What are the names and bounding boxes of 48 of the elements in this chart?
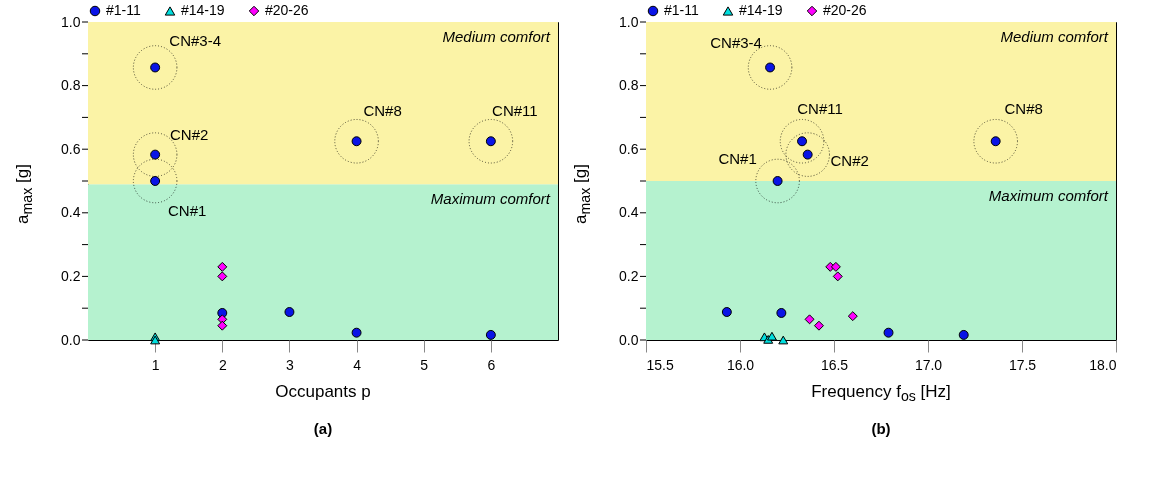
x-tick-label: 2 — [218, 356, 227, 373]
annotation: CN#2 — [169, 125, 209, 143]
legend-label: #1-11 — [106, 2, 141, 18]
x-tick-label: 16.0 — [726, 356, 755, 373]
y-tick-label: 0.4 — [61, 204, 81, 221]
y-tick-label: 0.0 — [619, 331, 639, 348]
y-tick-label: 1.0 — [619, 13, 639, 30]
y-tick-label: 0.6 — [61, 140, 81, 157]
text: (b) — [871, 420, 891, 437]
x-tick-label: 5 — [420, 356, 429, 373]
y-tick-label: 0.8 — [61, 77, 81, 94]
band-label: Medium comfort — [442, 28, 551, 45]
annotation: CN#8 — [1004, 100, 1043, 118]
legend-label: #14-19 — [739, 2, 783, 18]
x-axis-title: Occupants p — [275, 382, 371, 402]
y-tick-label: 0.2 — [619, 267, 639, 284]
y-tick-label: 0.0 — [61, 331, 81, 348]
y-tick-label: 0.4 — [619, 204, 639, 221]
band-label: Medium comfort — [1000, 28, 1109, 45]
x-tick-label: 16.5 — [820, 356, 849, 373]
annotation: CN#11 — [797, 100, 843, 118]
band-label: Maximum comfort — [430, 190, 551, 208]
x-tick-label: 6 — [487, 356, 496, 373]
legend-label: #1-11 — [664, 2, 699, 18]
annotation: CN#1 — [167, 202, 207, 219]
x-tick-label: 17.0 — [914, 356, 943, 373]
annotation: CN#3-4 — [169, 32, 221, 50]
x-tick-label: 1 — [151, 356, 160, 373]
y-tick-label: 0.8 — [619, 77, 639, 94]
annotation: CN#11 — [492, 102, 538, 120]
legend-label: #14-19 — [181, 2, 225, 18]
legend-label: #20-26 — [823, 2, 867, 18]
y-tick-label: 0.6 — [619, 140, 639, 157]
text: (a) — [313, 420, 333, 437]
annotation: CN#8 — [363, 102, 402, 120]
x-tick-label: 17.5 — [1008, 356, 1037, 373]
legend-label: #20-26 — [265, 2, 309, 18]
y-tick-label: 1.0 — [61, 13, 81, 30]
x-tick-label: 18.0 — [1089, 356, 1117, 373]
annotation: CN#2 — [830, 151, 869, 169]
annotation: CN#1 — [718, 150, 757, 167]
y-tick-label: 0.2 — [61, 267, 81, 284]
x-tick-label: 4 — [353, 356, 362, 373]
x-tick-label: 3 — [286, 356, 295, 373]
annotation: CN#3-4 — [710, 34, 762, 52]
band-label: Maximum comfort — [988, 187, 1109, 204]
x-axis-title: Frequency f$_{os}$ [Hz] — [811, 382, 951, 405]
x-tick-label: 15.5 — [646, 356, 674, 373]
